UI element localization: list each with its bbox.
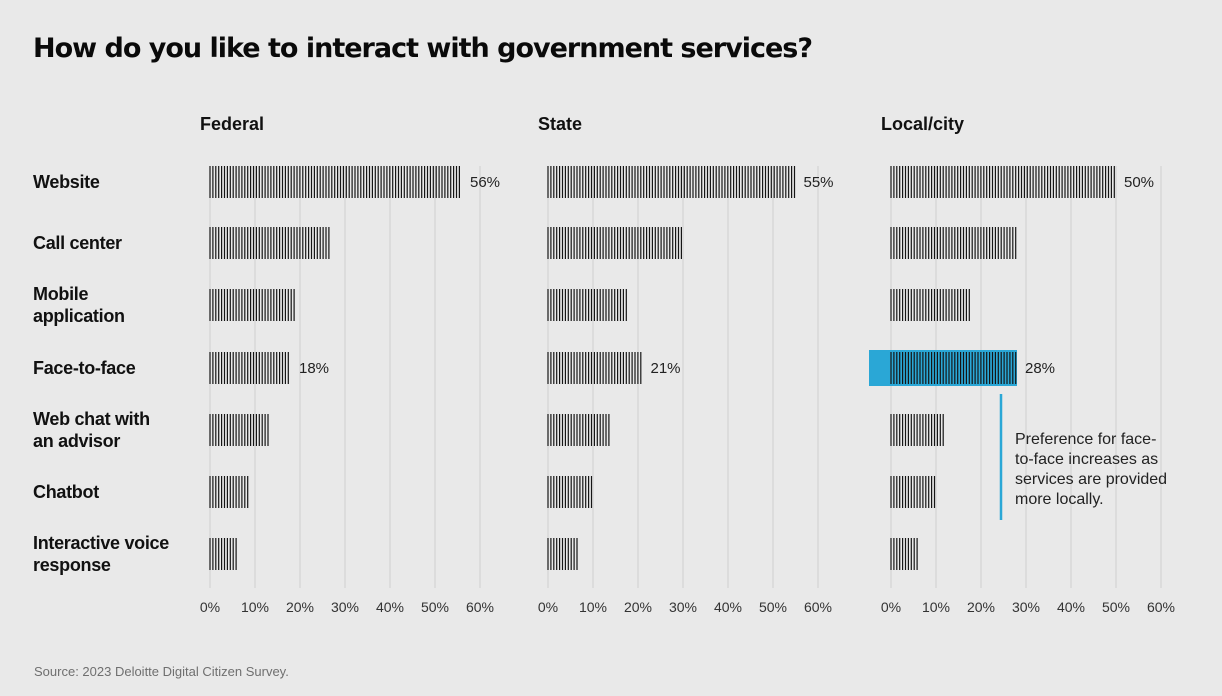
- bar: [547, 289, 627, 321]
- row-label-line: an advisor: [33, 431, 120, 451]
- panel-title: Federal: [200, 114, 264, 134]
- tick-label: 30%: [669, 599, 697, 615]
- bar: 55%: [547, 166, 834, 198]
- tick-label: 50%: [1102, 599, 1130, 615]
- annotation-text: Preference for face-to-face increases as…: [1015, 431, 1167, 508]
- tick-label: 60%: [804, 599, 832, 615]
- bar: [890, 476, 936, 508]
- tick-label: 0%: [200, 599, 220, 615]
- bar: [209, 289, 295, 321]
- bar: [547, 538, 580, 570]
- row-label-line: Call center: [33, 233, 122, 253]
- bar: 18%: [209, 352, 329, 384]
- row-label-line: Web chat with: [33, 409, 150, 429]
- panel-title: State: [538, 114, 582, 134]
- annotation-line: to-face increases as: [1015, 451, 1158, 468]
- panel-local-city: Local/city 0% 10% 20% 30% 40% 50% 60% 50% 28%: [869, 114, 1175, 615]
- bar: 21%: [547, 352, 681, 384]
- tick-label: 40%: [714, 599, 742, 615]
- value-label: 56%: [470, 174, 500, 191]
- bar: 50%: [890, 166, 1154, 198]
- row-label-line: Interactive voice: [33, 533, 169, 553]
- tick-label: 20%: [967, 599, 995, 615]
- tick-label: 50%: [759, 599, 787, 615]
- annotation-line: more locally.: [1015, 491, 1104, 508]
- source-note: Source: 2023 Deloitte Digital Citizen Su…: [34, 664, 289, 679]
- bar: [547, 414, 610, 446]
- row-label: Interactive voice response: [33, 533, 169, 575]
- value-label: 18%: [299, 360, 329, 377]
- row-label: Chatbot: [33, 482, 99, 502]
- bar: 28%: [869, 350, 1055, 386]
- tick-label: 10%: [241, 599, 269, 615]
- tick-label: 20%: [624, 599, 652, 615]
- tick-label: 10%: [922, 599, 950, 615]
- tick-label: 20%: [286, 599, 314, 615]
- annotation-line: services are provided: [1015, 471, 1167, 488]
- row-label: Web chat with an advisor: [33, 409, 150, 451]
- value-label: 28%: [1025, 360, 1055, 377]
- bar: [209, 538, 237, 570]
- tick-label: 10%: [579, 599, 607, 615]
- bar: [890, 289, 970, 321]
- tick-label: 0%: [538, 599, 558, 615]
- bar: 56%: [209, 166, 500, 198]
- row-label-line: application: [33, 306, 125, 326]
- bar: [890, 227, 1017, 259]
- value-label: 50%: [1124, 174, 1154, 191]
- row-label: Website: [33, 172, 100, 192]
- row-label: Call center: [33, 233, 122, 253]
- bar: [209, 227, 330, 259]
- row-label: Face-to-face: [33, 358, 136, 378]
- bar: [890, 538, 918, 570]
- tick-label: 60%: [466, 599, 494, 615]
- row-label: Mobile application: [33, 284, 125, 326]
- tick-label: 30%: [1012, 599, 1040, 615]
- panel-state: State 0% 10% 20% 30% 40% 50% 60% 55% 21%: [538, 114, 834, 615]
- row-label-line: Chatbot: [33, 482, 99, 502]
- value-label: 21%: [651, 360, 681, 377]
- panel-title: Local/city: [881, 114, 964, 134]
- chart-title: How do you like to interact with governm…: [33, 33, 813, 64]
- tick-label: 60%: [1147, 599, 1175, 615]
- row-label-line: Face-to-face: [33, 358, 136, 378]
- row-label-line: response: [33, 555, 111, 575]
- annotation: Preference for face-to-face increases as…: [999, 394, 1167, 520]
- bar: [547, 476, 593, 508]
- annotation-line: Preference for face-: [1015, 431, 1156, 448]
- bar-extent: [548, 538, 580, 570]
- panel-federal: Federal 0% 10% 20% 30% 40% 50% 60% 56% 18%: [200, 114, 500, 615]
- tick-label: 0%: [881, 599, 901, 615]
- bar: [547, 227, 683, 259]
- row-label-line: Website: [33, 172, 100, 192]
- tick-label: 50%: [421, 599, 449, 615]
- bar: [209, 414, 269, 446]
- row-label-line: Mobile: [33, 284, 88, 304]
- value-label: 55%: [804, 174, 834, 191]
- tick-label: 40%: [376, 599, 404, 615]
- bar: [890, 414, 944, 446]
- bar: [209, 476, 249, 508]
- tick-label: 30%: [331, 599, 359, 615]
- tick-label: 40%: [1057, 599, 1085, 615]
